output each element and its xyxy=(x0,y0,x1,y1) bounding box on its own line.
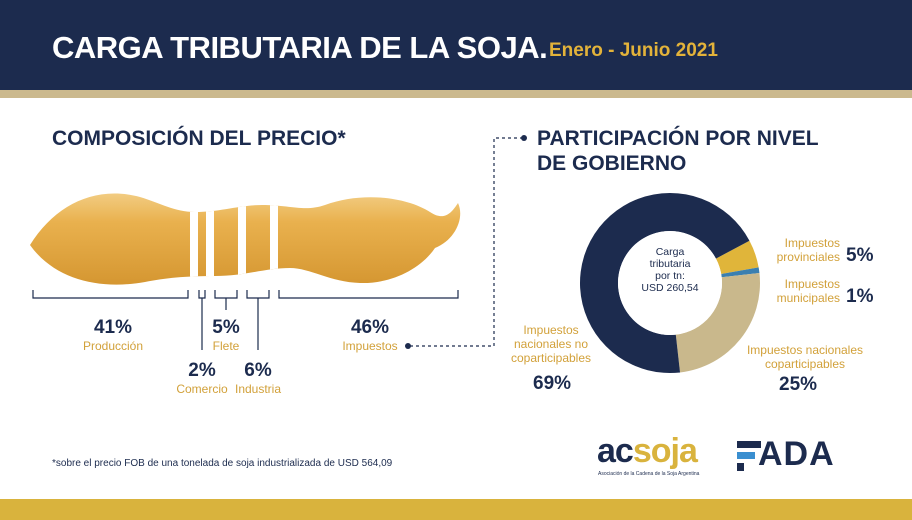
composition-title: COMPOSICIÓN DEL PRECIO* xyxy=(52,127,346,150)
label-provinciales-l2: provinciales xyxy=(776,250,840,264)
label-flete: Flete xyxy=(212,339,240,353)
label-copart-l1: Impuestos nacionales xyxy=(746,343,864,357)
slice-municipales xyxy=(721,267,760,278)
acsoja-logo: acsoja xyxy=(597,432,698,471)
pct-flete: 5% xyxy=(212,317,240,338)
bracket-produccion xyxy=(32,290,189,299)
bracket-industria xyxy=(246,290,270,299)
page-subtitle: Enero - Junio 2021 xyxy=(549,40,718,61)
header-banner xyxy=(0,0,912,90)
donut-center-label: Carga tributaria por tn: USD 260,54 xyxy=(631,246,709,294)
slice-no-coparticipables xyxy=(580,193,750,374)
label-nocopart-l1: Impuestos xyxy=(523,323,579,337)
label-copart-l2: coparticipables xyxy=(764,357,846,371)
fada-logo-mark xyxy=(737,441,761,471)
government-title-line1: PARTICIPACIÓN POR NIVEL xyxy=(537,127,819,150)
label-municipales-l2: municipales xyxy=(776,291,840,305)
bracket-impuestos xyxy=(278,290,459,299)
footer-bar xyxy=(0,499,912,520)
slice-coparticipables xyxy=(675,272,760,373)
pct-impuestos: 46% xyxy=(350,317,390,338)
pct-provinciales: 5% xyxy=(846,245,874,266)
slice-provinciales xyxy=(715,240,759,274)
label-comercio: Comercio xyxy=(176,382,228,396)
government-title-line2: DE GOBIERNO xyxy=(537,152,687,175)
bracket-comercio xyxy=(198,290,206,299)
pct-produccion: 41% xyxy=(93,317,133,338)
label-municipales: Impuestos municipales xyxy=(740,277,840,305)
fada-logo: ADA xyxy=(758,435,835,473)
pct-coparticipables: 25% xyxy=(779,374,818,395)
label-coparticipables: Impuestos nacionales coparticipables xyxy=(730,343,880,371)
label-no-coparticipables: Impuestos nacionales no coparticipables xyxy=(495,323,607,365)
page-title: CARGA TRIBUTARIA DE LA SOJA. xyxy=(52,30,548,65)
label-municipales-l1: Impuestos xyxy=(784,277,840,291)
label-nocopart-l2: nacionales no xyxy=(513,337,589,351)
acsoja-logo-soja: soja xyxy=(632,432,698,470)
center-line-4: USD 260,54 xyxy=(641,282,699,294)
donut-hole xyxy=(618,231,722,335)
acsoja-tagline: Asociación de la Cadena de la Soja Argen… xyxy=(598,471,700,477)
pct-industria: 6% xyxy=(244,360,272,381)
donut-chart xyxy=(580,193,760,374)
pct-no-coparticipables: 69% xyxy=(533,373,572,394)
pct-municipales: 1% xyxy=(846,286,874,307)
label-industria: Industria xyxy=(234,382,282,396)
label-nocopart-l3: coparticipables xyxy=(510,351,592,365)
bracket-flete xyxy=(214,290,238,299)
header-stripe xyxy=(0,90,912,98)
center-line-2: tributaria xyxy=(649,258,691,270)
label-provinciales-l1: Impuestos xyxy=(784,236,840,250)
acsoja-logo-ac: ac xyxy=(597,432,634,470)
center-line-1: Carga xyxy=(655,246,685,258)
label-provinciales: Impuestos provinciales xyxy=(740,236,840,264)
label-produccion: Producción xyxy=(82,339,144,353)
pct-comercio: 2% xyxy=(188,360,216,381)
dotted-connector xyxy=(410,137,522,347)
center-line-3: por tn: xyxy=(655,270,685,282)
label-impuestos: Impuestos xyxy=(342,339,398,353)
footnote: *sobre el precio FOB de una tonelada de … xyxy=(52,458,393,469)
